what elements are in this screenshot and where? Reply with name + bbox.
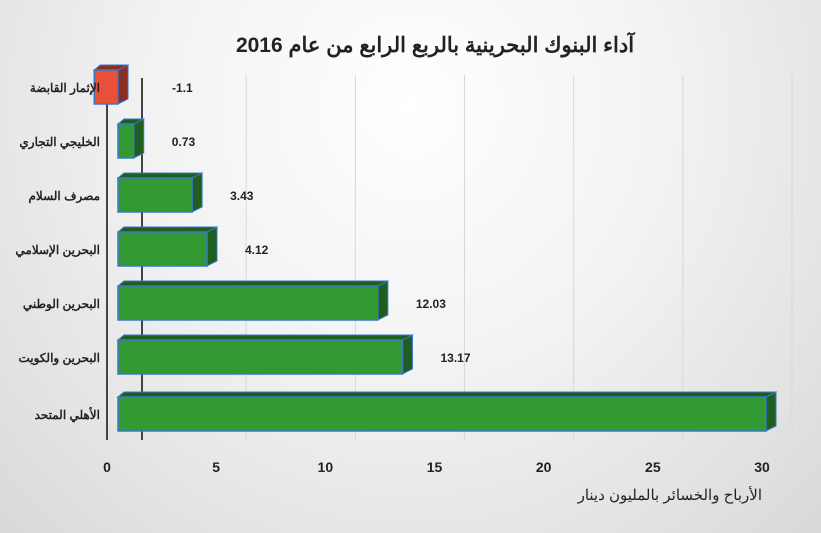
- category-label: البحرين والكويت: [18, 351, 100, 366]
- x-tick-label: 0: [103, 459, 111, 475]
- data-label: 4.12: [245, 243, 269, 257]
- bar: [117, 231, 208, 267]
- chart-title: آداء البنوك البحرينية بالربع الرابع من ع…: [236, 31, 635, 58]
- x-tick-label: 25: [645, 459, 661, 475]
- data-label: 3.43: [230, 189, 254, 203]
- bar-side-face: [765, 391, 777, 432]
- x-tick-label: 5: [212, 459, 220, 475]
- category-label: الأهلي المتحد: [35, 407, 100, 423]
- bar: [117, 177, 193, 213]
- x-tick-label: 10: [318, 459, 334, 475]
- bar: [117, 285, 379, 321]
- bar-side-face: [377, 280, 389, 321]
- bar-side-face: [133, 118, 145, 159]
- category-label: البحرين الإسلامي: [15, 243, 100, 258]
- data-label: 12.03: [416, 297, 446, 311]
- bar-side-face: [117, 64, 129, 105]
- x-tick-label: 30: [754, 459, 770, 475]
- bar: [117, 123, 135, 159]
- data-label: -1.1: [172, 81, 193, 95]
- category-label: الخليجي التجاري: [19, 135, 100, 150]
- category-label: مصرف السلام: [28, 189, 100, 204]
- x-tick-label: 20: [536, 459, 552, 475]
- data-label: 13.17: [440, 351, 470, 365]
- x-tick-label: 15: [427, 459, 443, 475]
- bar: [117, 396, 767, 432]
- bar-side-face: [206, 226, 218, 267]
- data-label: 0.73: [172, 135, 196, 149]
- bar: [93, 69, 119, 105]
- x-axis-label: الأرباح والخسائر بالمليون دينار: [577, 486, 762, 504]
- category-label: البحرين الوطني: [23, 297, 100, 312]
- bar-side-face: [191, 172, 203, 213]
- category-label: الإثمار القابضة: [30, 81, 100, 96]
- bar: [117, 339, 404, 375]
- bar-side-face: [401, 334, 413, 375]
